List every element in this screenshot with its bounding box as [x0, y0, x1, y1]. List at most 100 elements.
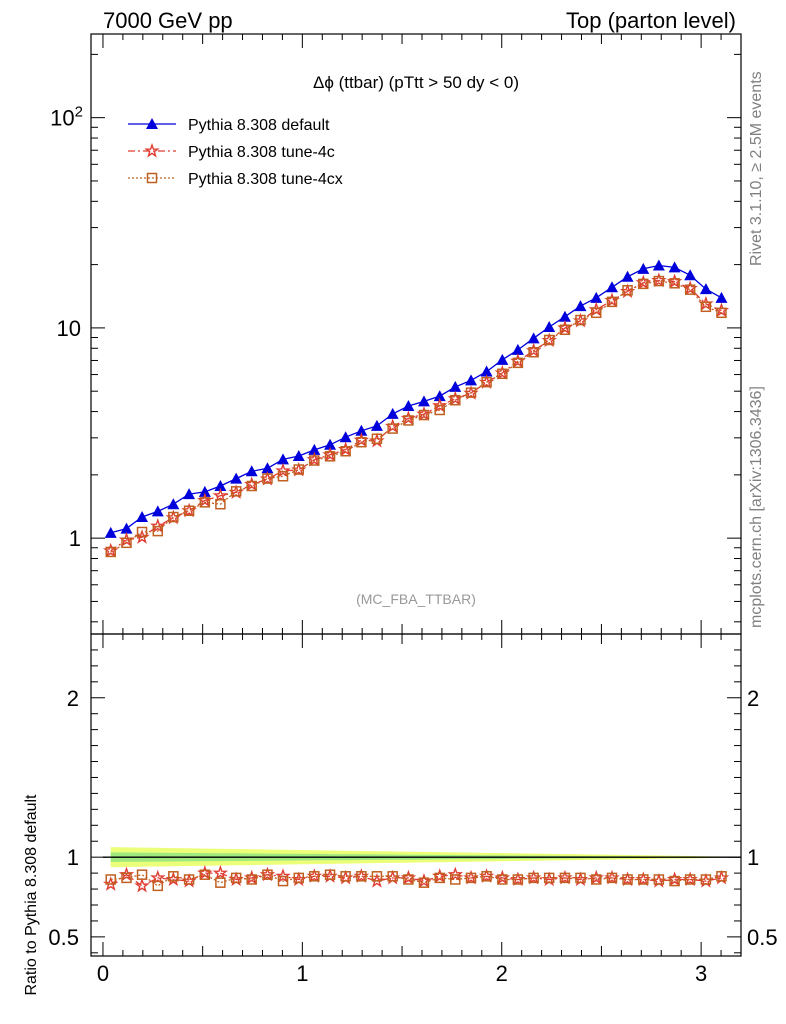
data-point [403, 415, 414, 426]
ratio-point [638, 874, 649, 885]
ratio-point [481, 871, 492, 882]
series-square [105, 275, 727, 558]
series-triangle [104, 259, 728, 538]
ratio-point [418, 877, 430, 888]
data-point [559, 324, 571, 335]
ratio-point [653, 874, 665, 885]
data-point [669, 278, 680, 289]
data-point [371, 433, 383, 445]
y-tick-label: 10 [57, 316, 81, 341]
data-point [121, 537, 132, 549]
ratio-series-star [102, 864, 730, 893]
ratio-point [700, 874, 712, 885]
ratio-point [340, 871, 351, 882]
ratio-point [293, 872, 305, 884]
ratio-point [716, 871, 727, 882]
ratio-point [497, 874, 508, 885]
ratio-point [275, 868, 291, 883]
ratio-point [371, 871, 383, 882]
data-point [481, 376, 492, 388]
data-point [275, 462, 291, 478]
data-point [402, 400, 415, 412]
data-point [527, 332, 540, 344]
ratio-y-tick-label: 2 [67, 686, 79, 711]
ratio-y-tick-label-right: 0.5 [747, 925, 778, 950]
data-point [528, 346, 539, 358]
legend-entry: Pythia 8.308 tune-4cx [128, 171, 343, 188]
ratio-y-tick-label-right: 2 [747, 686, 759, 711]
ratio-ylabel: Ratio to Pythia 8.308 default [23, 794, 40, 996]
y-tick-label: 1 [69, 526, 81, 551]
ratio-panel: 0.5 0.5 1 1 2 2 0 1 2 3 Ratio to Pythia 8.308 defa… [23, 633, 778, 996]
ratio-point [262, 869, 273, 880]
data-point [277, 453, 290, 465]
data-point [638, 278, 649, 290]
legend-marker [146, 118, 158, 129]
data-point [434, 404, 445, 416]
data-point [339, 431, 352, 443]
data-point [431, 397, 448, 413]
data-point [418, 409, 430, 421]
series-line [110, 264, 722, 534]
data-point [199, 497, 211, 508]
ratio-point [590, 874, 602, 885]
data-point [715, 291, 728, 303]
data-point [450, 394, 461, 406]
ratio-point [403, 874, 414, 885]
ratio-point [309, 871, 320, 882]
legend-entry: Pythia 8.308 default [128, 117, 330, 134]
data-point [370, 419, 383, 431]
ratio-point [528, 872, 539, 884]
data-point [262, 473, 273, 484]
data-point [183, 505, 195, 516]
ratio-point [152, 880, 164, 892]
data-point [558, 310, 571, 322]
data-point [245, 465, 258, 477]
x-tick-label: 0 [97, 961, 109, 986]
data-point [684, 269, 697, 281]
x-tick-label: 1 [296, 961, 308, 986]
legend-label: Pythia 8.308 tune-4c [188, 144, 335, 161]
data-point [136, 526, 148, 538]
legend-marker [146, 172, 158, 184]
series-star [102, 272, 730, 558]
data-point [105, 546, 116, 558]
data-point [168, 511, 179, 523]
data-point [496, 353, 509, 365]
series-line [110, 279, 722, 552]
data-point [277, 470, 289, 482]
ratio-point [324, 869, 336, 880]
data-point [511, 343, 524, 355]
plot-title: Δϕ (ttbar) (pTtt > 50 dy < 0) [313, 73, 519, 92]
data-point [198, 485, 211, 497]
ratio-point [606, 872, 618, 884]
ratio-point [622, 874, 633, 885]
data-point [324, 438, 337, 450]
ratio-frame [90, 633, 742, 957]
data-point [324, 451, 336, 462]
y-tick-label: 102 [50, 104, 83, 131]
legend-label: Pythia 8.308 default [188, 117, 330, 134]
x-tick-label: 2 [496, 961, 508, 986]
data-point [120, 522, 133, 534]
data-point [449, 380, 462, 392]
ratio-point [575, 872, 586, 884]
data-point [150, 518, 166, 533]
data-point [215, 498, 226, 510]
data-point [653, 275, 665, 287]
data-point [104, 526, 117, 538]
data-point [214, 480, 227, 492]
ratio-point [543, 872, 555, 884]
ratio-y-tick-label-right: 1 [747, 845, 759, 870]
data-point [590, 307, 602, 319]
data-point [230, 486, 242, 497]
data-point [543, 320, 556, 332]
legend-label: Pythia 8.308 tune-4cx [188, 171, 343, 188]
data-point [480, 365, 493, 377]
ratio-point [215, 877, 226, 888]
ratio-point [212, 864, 229, 880]
ratio-point [121, 872, 132, 884]
data-point [292, 449, 305, 461]
data-point [605, 281, 618, 293]
